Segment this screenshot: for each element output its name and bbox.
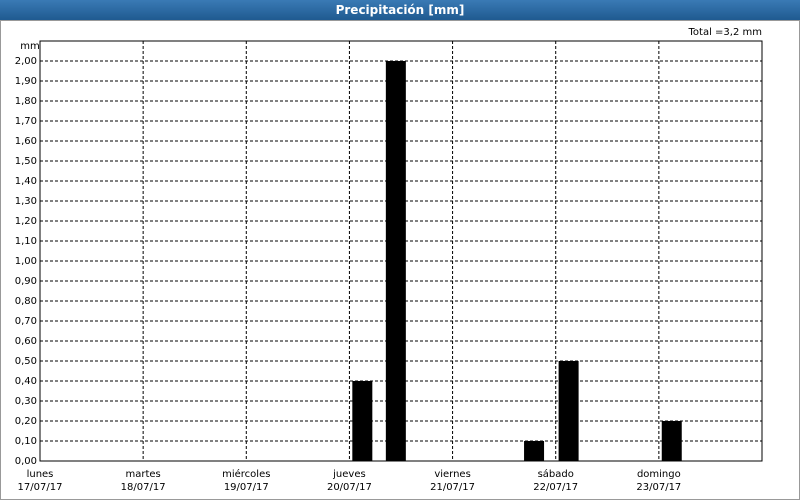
- y-tick-label: 0,70: [15, 316, 37, 327]
- y-tick-label: 0,00: [15, 456, 37, 467]
- y-tick-label: 0,80: [15, 296, 37, 307]
- y-tick-label: 0,40: [15, 376, 37, 387]
- y-tick-label: 1,00: [15, 256, 37, 267]
- y-tick-label: 2,00: [15, 56, 37, 67]
- y-tick-label: 1,40: [15, 176, 37, 187]
- bar: [385, 61, 406, 461]
- y-tick-label: 0,20: [15, 416, 37, 427]
- y-tick-label: 0,30: [15, 396, 37, 407]
- y-tick-label: 0,90: [15, 276, 37, 287]
- x-tick-label: domingo 23/07/17: [636, 469, 682, 493]
- x-tick-label: miércoles 19/07/17: [222, 469, 271, 493]
- y-tick-label: 1,10: [15, 236, 37, 247]
- x-tick-label: jueves 20/07/17: [326, 469, 372, 493]
- x-tick-label: martes 18/07/17: [120, 469, 166, 493]
- y-tick-label: 1,30: [15, 196, 37, 207]
- y-tick-label: 1,70: [15, 116, 37, 127]
- x-tick-label: lunes 17/07/17: [17, 469, 63, 493]
- y-tick-label: 0,60: [15, 336, 37, 347]
- bar: [661, 421, 682, 461]
- bar: [558, 361, 579, 461]
- y-tick-label: 1,60: [15, 136, 37, 147]
- y-tick-label: 1,50: [15, 156, 37, 167]
- y-tick-label: 1,80: [15, 96, 37, 107]
- x-tick-label: sábado 22/07/17: [533, 469, 579, 493]
- annotation: Total =3,2 mm: [688, 27, 762, 38]
- y-tick-label: 0,50: [15, 356, 37, 367]
- y-tick-label: 0,10: [15, 436, 37, 447]
- bar: [352, 381, 373, 461]
- y-tick-label: 1,90: [15, 76, 37, 87]
- y-tick-label: 1,20: [15, 216, 37, 227]
- chart-title: Precipitación [mm]: [0, 0, 800, 20]
- y-axis-label: mm: [20, 41, 39, 52]
- bar: [524, 441, 545, 461]
- x-tick-label: viernes 21/07/17: [430, 469, 476, 493]
